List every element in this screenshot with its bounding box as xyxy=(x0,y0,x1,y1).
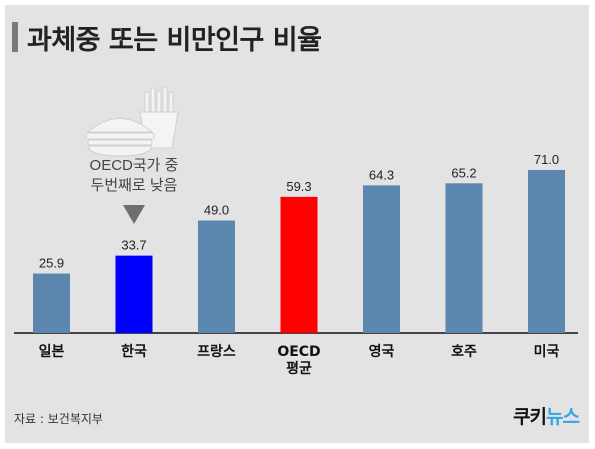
bar-3 xyxy=(280,196,318,333)
annotation-arrow-icon xyxy=(123,205,145,224)
bar-2 xyxy=(198,220,235,333)
category-label-2: 프랑스 xyxy=(197,344,236,360)
category-label-4: 영국 xyxy=(369,343,395,360)
value-label-1: 33.7 xyxy=(121,238,146,253)
value-label-5: 65.2 xyxy=(451,165,476,180)
value-label-3: 59.3 xyxy=(286,179,311,194)
logo-text-2: 뉴스 xyxy=(546,406,580,428)
title-accent-bar xyxy=(12,22,18,52)
fast-food-icon xyxy=(85,86,179,157)
value-label-2: 49.0 xyxy=(204,203,229,218)
category-label-6: 미국 xyxy=(534,344,560,360)
bar-4 xyxy=(363,185,400,333)
annotation-line-2: 두번째로 낮음 xyxy=(91,177,178,194)
value-label-6: 71.0 xyxy=(534,152,559,167)
source-note: 자료 : 보건복지부 xyxy=(14,412,103,426)
logo-text-1: 쿠키 xyxy=(513,406,547,428)
brand-logo: 쿠키뉴스 xyxy=(513,402,580,429)
bar-6 xyxy=(528,170,565,333)
bar-5 xyxy=(445,183,483,333)
chart-title: 과체중 또는 비만인구 비율 xyxy=(27,25,322,56)
bar-0 xyxy=(33,273,70,333)
category-label-0: 일본 xyxy=(39,344,65,360)
category-label-3-0: OECD xyxy=(277,344,320,360)
annotation-line-1: OECD국가 중 xyxy=(90,157,179,174)
category-label-3-1: 평균 xyxy=(286,360,312,377)
bar-1 xyxy=(115,255,153,333)
value-label-0: 25.9 xyxy=(39,256,64,271)
category-label-5: 호주 xyxy=(451,344,477,360)
value-label-4: 64.3 xyxy=(369,167,394,182)
category-label-1: 한국 xyxy=(121,344,147,360)
